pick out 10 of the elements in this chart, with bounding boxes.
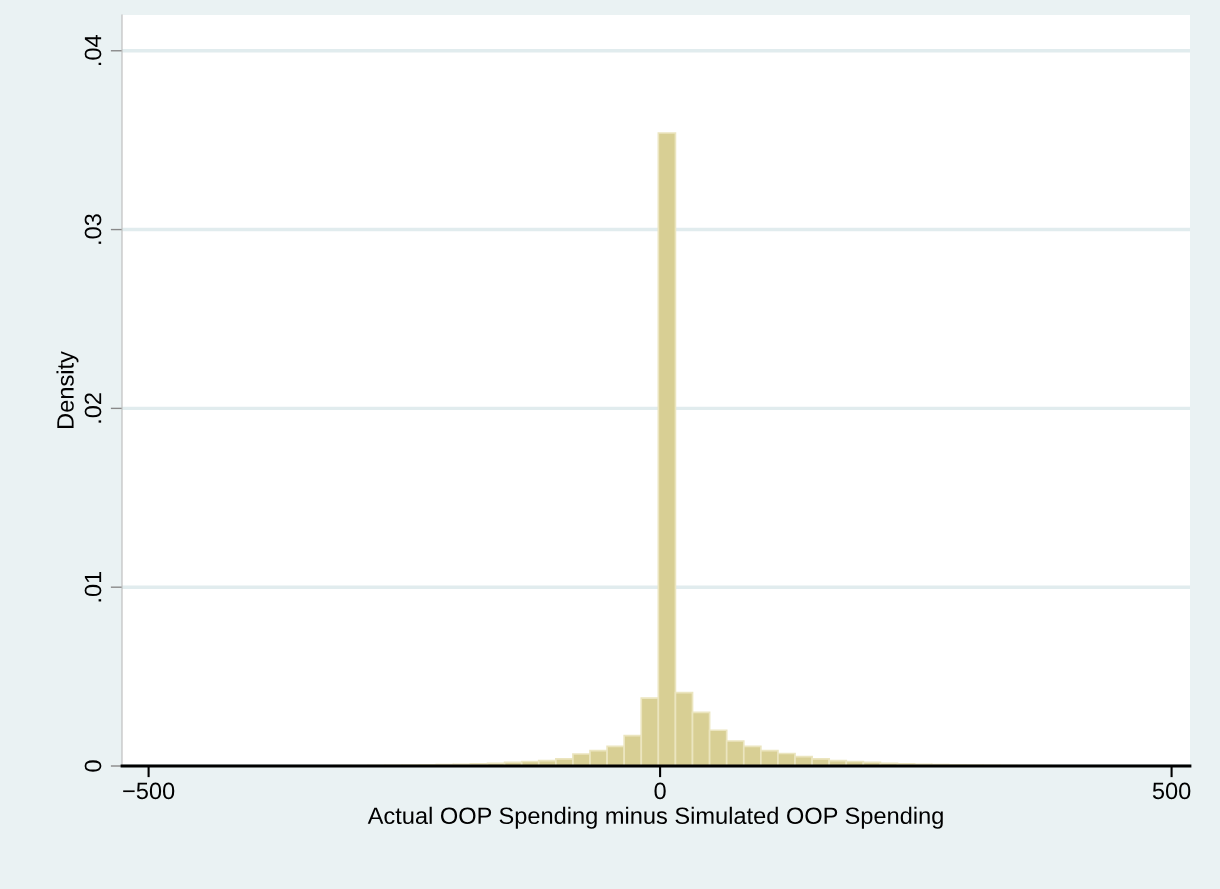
y-tick-label: .02 [84, 393, 102, 423]
x-tick-label: 500 [1152, 782, 1191, 800]
y-tick-label: 0 [84, 760, 102, 772]
x-tick-label: 0 [654, 782, 666, 800]
x-tick-label: −500 [123, 782, 175, 800]
y-tick-label: .01 [84, 571, 102, 602]
y-tick-label: .04 [84, 35, 102, 66]
x-axis-title: Actual OOP Spending minus Simulated OOP Spending [367, 806, 943, 829]
y-axis-title: Density [56, 351, 79, 428]
y-tick-label: .03 [84, 214, 102, 244]
